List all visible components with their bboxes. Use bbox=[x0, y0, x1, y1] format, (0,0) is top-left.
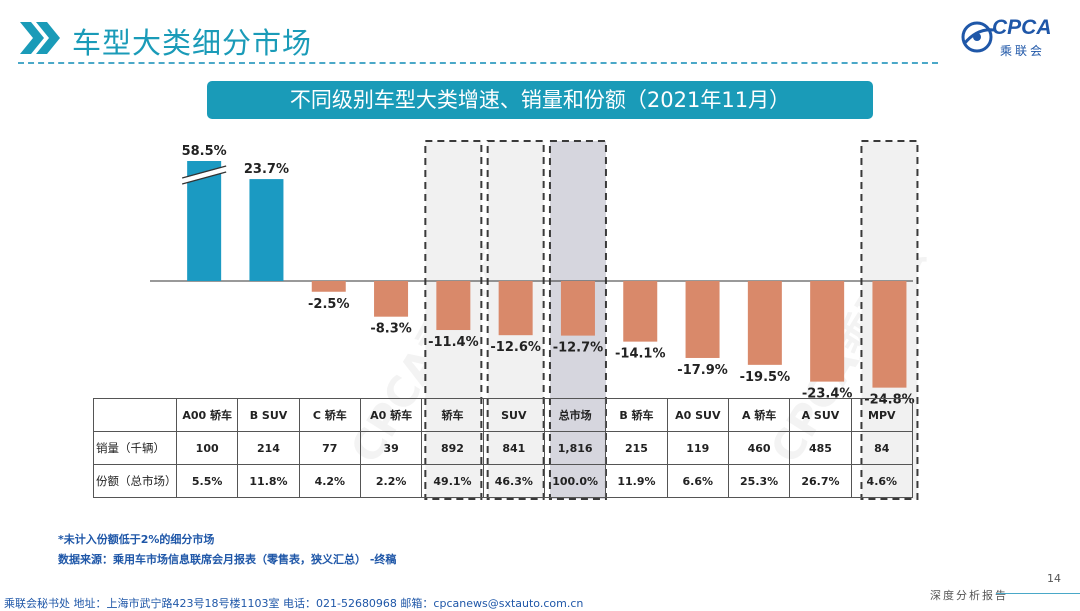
cpca-logo: CPCA 乘联会 bbox=[958, 14, 1068, 64]
bar-value-label: -14.1% bbox=[615, 347, 666, 362]
footnote-share: *未计入份额低于2%的细分市场 bbox=[58, 533, 215, 546]
table-row: 销量（千辆） 100 214 77 39 892 841 1,816 215 1… bbox=[93, 431, 914, 465]
table-cell: 77 bbox=[298, 431, 361, 465]
bar bbox=[374, 281, 409, 317]
bar-value-label: -8.3% bbox=[370, 322, 411, 337]
table-cell: 6.6% bbox=[666, 464, 729, 498]
table-corner-cell bbox=[93, 398, 177, 432]
table-header-cell: MPV bbox=[850, 398, 914, 432]
logo-subtext: 乘联会 bbox=[1000, 44, 1046, 58]
table-header-cell: 轿车 bbox=[421, 398, 484, 432]
footer-tagline: 深度分析报告 bbox=[930, 589, 1008, 602]
axis-break-gap bbox=[181, 166, 227, 184]
row-label-share: 份额（总市场） bbox=[93, 464, 177, 498]
footer-divider bbox=[996, 593, 1080, 594]
table-cell: 1,816 bbox=[543, 431, 607, 465]
bar bbox=[311, 281, 346, 292]
footer-contact: 乘联会秘书处 地址：上海市武宁路423号18号楼1103室 电话：021-526… bbox=[4, 597, 584, 610]
table-cell: 215 bbox=[605, 431, 668, 465]
table-cell: 11.9% bbox=[605, 464, 668, 498]
table-cell: 2.2% bbox=[359, 464, 423, 498]
page-title: 车型大类细分市场 bbox=[72, 26, 313, 60]
table-header-cell: A 轿车 bbox=[727, 398, 791, 432]
table-cell: 214 bbox=[237, 431, 300, 465]
table-cell: 49.1% bbox=[421, 464, 484, 498]
table-header-cell: A00 轿车 bbox=[175, 398, 239, 432]
bar-value-label: -23.4% bbox=[802, 387, 853, 402]
table-cell: 11.8% bbox=[237, 464, 300, 498]
table-header-row: A00 轿车 B SUV C 轿车 A0 轿车 轿车 SUV 总市场 B 轿车 … bbox=[93, 398, 914, 432]
table-cell: 39 bbox=[359, 431, 423, 465]
bar bbox=[872, 281, 907, 388]
bar bbox=[747, 281, 782, 365]
bar bbox=[560, 281, 595, 336]
row-label-sales: 销量（千辆） bbox=[93, 431, 177, 465]
bar bbox=[249, 179, 284, 281]
bar-value-label: -19.5% bbox=[740, 370, 791, 385]
double-chevron-icon bbox=[20, 22, 60, 54]
table-row: 份额（总市场） 5.5% 11.8% 4.2% 2.2% 49.1% 46.3%… bbox=[93, 464, 914, 498]
table-header-cell: A0 轿车 bbox=[359, 398, 423, 432]
axis-break-line bbox=[181, 171, 227, 185]
table-header-cell: 总市场 bbox=[543, 398, 607, 432]
table-header-cell: C 轿车 bbox=[298, 398, 361, 432]
table-cell: 5.5% bbox=[175, 464, 239, 498]
table-cell: 460 bbox=[727, 431, 791, 465]
bar-value-label: 58.5% bbox=[182, 144, 227, 159]
table-cell: 25.3% bbox=[727, 464, 791, 498]
table-header-cell: A SUV bbox=[789, 398, 852, 432]
bar-value-label: -12.6% bbox=[490, 340, 541, 355]
table-cell: 84 bbox=[850, 431, 914, 465]
table-header-cell: B SUV bbox=[237, 398, 300, 432]
bar-value-label: 23.7% bbox=[244, 162, 289, 177]
bar bbox=[810, 281, 845, 382]
bar-value-label: -17.9% bbox=[677, 363, 728, 378]
bar-value-label: -12.7% bbox=[553, 341, 604, 356]
sales-share-table: A00 轿车 B SUV C 轿车 A0 轿车 轿车 SUV 总市场 B 轿车 … bbox=[93, 398, 914, 498]
table-header-cell: SUV bbox=[482, 398, 545, 432]
bar-value-label: -2.5% bbox=[308, 297, 349, 312]
table-header-cell: A0 SUV bbox=[666, 398, 729, 432]
bar bbox=[623, 281, 658, 342]
table-cell: 841 bbox=[482, 431, 545, 465]
table-cell: 100 bbox=[175, 431, 239, 465]
table-cell: 100.0% bbox=[543, 464, 607, 498]
table-cell: 4.6% bbox=[850, 464, 914, 498]
table-cell: 892 bbox=[421, 431, 484, 465]
table-cell: 119 bbox=[666, 431, 729, 465]
page-number: 14 bbox=[1047, 572, 1061, 585]
table-cell: 26.7% bbox=[789, 464, 852, 498]
axis-break-line bbox=[181, 165, 227, 179]
table-cell: 46.3% bbox=[482, 464, 545, 498]
title-divider bbox=[18, 62, 938, 64]
table-cell: 4.2% bbox=[298, 464, 361, 498]
cpca-emblem-icon bbox=[961, 21, 995, 53]
bar-value-label: -11.4% bbox=[428, 335, 479, 350]
logo-text: CPCA bbox=[992, 16, 1052, 39]
bar bbox=[685, 281, 720, 358]
bar bbox=[498, 281, 533, 336]
bar bbox=[436, 281, 471, 331]
chart-title-banner: 不同级别车型大类增速、销量和份额（2021年11月） bbox=[207, 81, 873, 119]
footnote-source: 数据来源：乘用车市场信息联席会月报表（零售表，狭义汇总） -终稿 bbox=[58, 553, 397, 566]
table-cell: 485 bbox=[789, 431, 852, 465]
table-header-cell: B 轿车 bbox=[605, 398, 668, 432]
